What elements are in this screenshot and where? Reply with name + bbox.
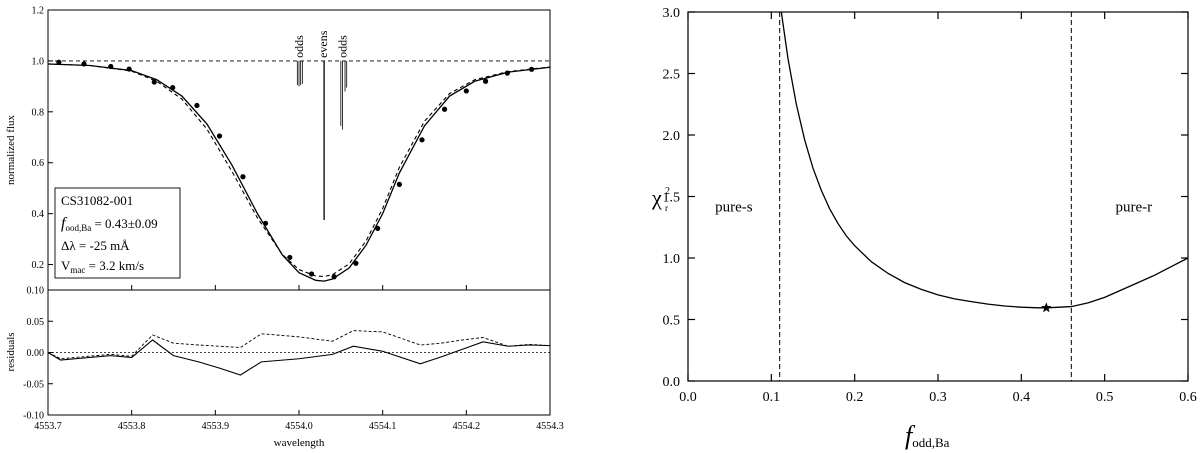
chi-ytick-label-3: 1.5 — [663, 191, 681, 206]
spec-ytick-label-5: 1.2 — [32, 6, 45, 17]
observed-points — [56, 59, 535, 280]
chi2-curve — [780, 11, 1189, 309]
observed-point — [151, 79, 157, 85]
res-ytick-label-0: -0.10 — [23, 411, 44, 422]
res-ytick-label-1: -0.05 — [23, 379, 44, 390]
annotation-box: CS31082-001 food,Ba = 0.43±0.09 Δλ = -25… — [54, 187, 181, 279]
chi-xtick-label-5: 0.5 — [1096, 390, 1114, 405]
spec-ytick-label-0: 0.2 — [32, 260, 45, 271]
chi-ytick-label-0: 0.0 — [663, 375, 681, 390]
chi-xtick-label-0: 0.0 — [679, 390, 697, 405]
delta-lambda: Δλ = -25 mÅ — [61, 238, 130, 253]
model-fit-curve — [47, 63, 551, 282]
residual-fit-curve — [47, 339, 551, 376]
residual-alt-curve — [47, 330, 551, 360]
observed-point — [353, 260, 359, 266]
label-odds-left: odds — [292, 35, 306, 58]
observed-point — [170, 85, 176, 91]
observed-point — [482, 78, 489, 84]
chi-ytick-label-4: 2.0 — [663, 129, 681, 144]
res-ytick-label-4: 0.10 — [27, 286, 45, 297]
label-odds-right: odds — [335, 35, 349, 58]
spec-ytick-label-1: 0.4 — [32, 209, 45, 220]
spec-ytick-label-3: 0.8 — [32, 107, 45, 118]
chi2-y-ticks: 0.0 0.5 1.0 1.5 2.0 2.5 3.0 — [663, 6, 1188, 390]
residuals-y-ticks: -0.10 -0.05 0.00 0.05 0.10 — [23, 286, 53, 422]
residuals-panel: -0.10-0.050.000.050.10 4553.7 4553.8 4553.… — [5, 286, 564, 450]
observed-point — [262, 220, 269, 226]
spec-ytick-label-2: 0.6 — [32, 158, 45, 169]
res-xtick-label-5: 4554.2 — [453, 421, 481, 432]
res-xtick-label-6: 4554.3 — [536, 421, 564, 432]
best-fit-star — [1041, 302, 1052, 313]
residuals-x-axis-label: wavelength — [274, 437, 325, 449]
observed-point — [216, 133, 223, 139]
chi-ytick-label-1: 0.5 — [663, 314, 681, 329]
observed-point — [81, 61, 87, 67]
res-xtick-label-0: 4553.7 — [34, 421, 62, 432]
chi2-x-axis-label: fodd,Ba — [905, 421, 950, 450]
residuals-x-ticks: 4553.7 4553.8 4553.9 4554.0 4554.1 4554.2 4554… — [34, 410, 564, 432]
observed-point — [504, 70, 510, 76]
chi-xtick-label-6: 0.6 — [1179, 390, 1197, 405]
f-odd-value: food,Ba = 0.43±0.09 — [61, 215, 158, 233]
res-ytick-label-2: 0.00 — [27, 348, 45, 359]
observed-point — [240, 174, 246, 180]
chi-ytick-label-6: 3.0 — [663, 6, 681, 21]
observed-point — [375, 225, 381, 231]
annotation-frame — [54, 187, 181, 279]
res-ytick-label-3: 0.05 — [27, 317, 45, 328]
chi2-frame — [687, 11, 1189, 382]
chi2-x-ticks: 0.0 0.1 0.2 0.3 0.4 0.5 0.6 — [679, 12, 1197, 405]
observed-point — [126, 66, 132, 72]
observed-point — [419, 137, 425, 143]
model-alt-curve — [47, 63, 551, 278]
chi-ytick-label-5: 2.5 — [663, 68, 681, 83]
observed-point — [108, 63, 114, 70]
chi-xtick-label-3: 0.3 — [929, 390, 947, 405]
res-xtick-label-3: 4554.0 — [285, 421, 313, 432]
observed-point — [308, 271, 315, 277]
chi-xtick-label-4: 0.4 — [1013, 390, 1031, 405]
observed-point — [528, 66, 535, 72]
region-pure-r: pure-r — [1116, 199, 1153, 215]
observed-point — [441, 106, 448, 112]
observed-point — [287, 254, 293, 261]
spectrum-y-axis-label: normalized flux — [5, 115, 17, 185]
res-xtick-label-2: 4553.9 — [202, 421, 230, 432]
observed-point — [331, 274, 337, 280]
chi2-boundary-lines — [779, 12, 1072, 381]
res-xtick-label-1: 4553.8 — [118, 421, 146, 432]
chi-xtick-label-1: 0.1 — [763, 390, 781, 405]
chi2-y-axis-sub: r — [665, 203, 668, 213]
isotope-lines — [296, 60, 348, 220]
star-name: CS31082-001 — [61, 193, 133, 208]
observed-point — [463, 88, 469, 94]
chi2-y-axis-label: χ — [651, 185, 662, 210]
chi2-y-axis-sup: 2 — [665, 186, 670, 197]
residuals-frame — [47, 289, 551, 416]
res-xtick-label-4: 4554.1 — [369, 421, 397, 432]
chi-xtick-label-2: 0.2 — [846, 390, 864, 405]
spectrum-y-ticks: 0.2 0.4 0.6 0.8 1.0 1.2 — [32, 6, 551, 290]
label-evens: evens — [316, 30, 330, 58]
region-pure-s: pure-s — [715, 199, 753, 215]
v-mac: Vmac = 3.2 km/s — [61, 258, 144, 275]
observed-point — [396, 181, 402, 187]
residuals-y-axis-label: residuals — [5, 332, 17, 371]
observed-point — [194, 102, 200, 109]
spec-ytick-label-4: 1.0 — [32, 56, 45, 67]
observed-point — [56, 59, 62, 65]
chi2-panel: 0.0 0.5 1.0 1.5 2.0 2.5 3.0 0.0 0.1 0.2 0.3 0.4 0.5… — [651, 6, 1197, 450]
spectrum-panel: 0.2 0.4 0.6 0.8 1.0 1.2 odds evens odds norma… — [5, 6, 551, 291]
chi-ytick-label-2: 1.0 — [663, 252, 681, 267]
